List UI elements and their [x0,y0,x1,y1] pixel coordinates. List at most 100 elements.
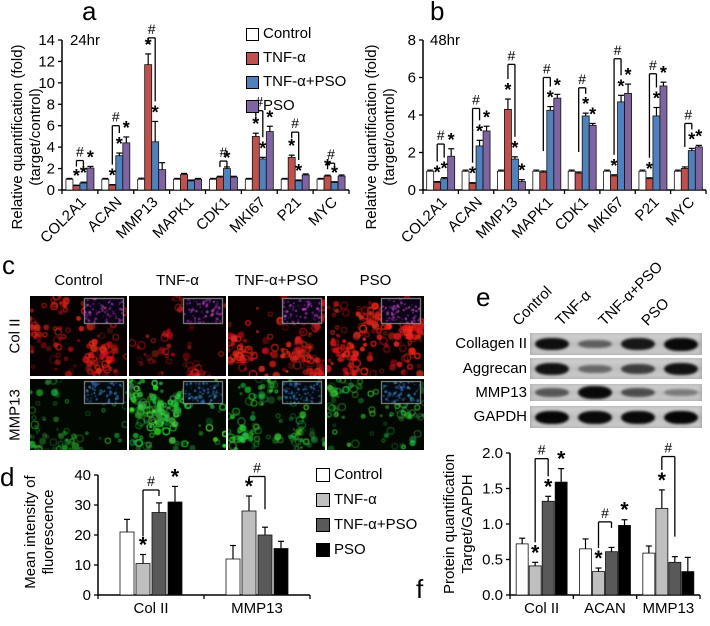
blot-band [534,338,569,350]
bar-b-1-1 [468,183,477,191]
y-tick-label: 8 [47,96,55,113]
y-tick-label: 0.5 [482,552,503,569]
y-tick-label: 1.0 [482,516,503,533]
category-label: MMP13 [231,600,283,617]
legend-swatch-icon [316,467,330,482]
bar-a-5-3 [265,131,274,191]
y-tick-label: 6 [408,70,416,87]
bar-a-6-1 [287,156,296,191]
significance-hash: # [472,91,480,107]
significance-star: * [653,89,660,109]
significance-star: * [620,499,629,522]
significance-hash: # [327,146,335,162]
significance-hash: # [601,505,609,521]
blot-band [620,410,655,424]
significance-star: * [288,136,295,156]
significance-hash: # [220,144,228,160]
bar-a-5-2 [258,158,267,191]
bar-a-3-0 [173,178,181,191]
significance-star: * [557,448,566,471]
bar-a-2-3 [158,169,167,191]
bar-a-2-0 [137,178,146,191]
legend-swatch-icon [246,75,259,89]
bar-b-7-2 [687,150,696,191]
blot-row-label: Aggrecan [462,359,527,377]
panel-a-chart: 0 2 4 6 8 10 12 14 COL2A1 ACAN MMP13 MAPK1 CDK1 MKI67… [0,0,355,255]
bar-b-7-1 [680,168,689,191]
significance-hash: # [291,115,299,131]
bar-d-1-2 [257,534,273,596]
bar-b-5-0 [603,170,611,191]
bar-b-0-1 [433,182,442,191]
significance-star: * [531,541,540,564]
bar-b-5-2 [617,101,625,191]
significance-star: * [544,475,553,498]
micrograph-colii-3 [327,296,424,376]
bar-b-2-0 [497,170,505,191]
panel-e-label: e [476,282,491,312]
bar-b-1-3 [482,130,491,191]
legend-item: PSO [246,94,346,118]
y-tick-label: 2 [47,161,55,178]
panel-f-chart: 0.0 0.5 1.0 1.5 2.0 Col II ACAN MMP13 * * * * * * # # # [440,440,710,626]
blot-band [663,389,698,396]
legend-item: TNF-α+PSO [316,512,417,537]
significance-hash: # [614,42,622,58]
panel-d-chart: 0 10 20 30 40 Col II MMP13 * * * # # [0,440,440,626]
panel-e-condition-label: PSO [638,294,673,330]
bar-b-4-1 [574,172,583,191]
legend-label: TNF-α [334,490,377,508]
category-label: Col II [524,600,559,617]
bar-f-0-0 [515,543,529,596]
legend-swatch-icon [246,99,259,113]
bar-a-1-1 [108,184,117,191]
significance-star: * [504,80,511,100]
panel-b-chart: 0 2 4 6 8 COL2A1 ACAN MMP13 MAPK1 CDK1 MKI67 P21 MYC… [355,0,710,255]
bar-f-0-1 [528,565,542,596]
panel-a-chart-svg: 02468101214COL2A1ACANMMP13MAPK1CDK1MKI67… [37,21,350,247]
significance-star: * [476,121,483,141]
category-label: MMP13 [642,600,694,617]
significance-hash: # [508,47,516,63]
significance-star: * [511,138,518,158]
bar-a-1-3 [122,142,131,191]
bar-a-3-2 [187,180,195,191]
panel-d-label: d [0,462,15,492]
bar-f-2-0 [642,552,656,596]
significance-star: * [171,465,180,488]
significance-star: * [80,163,87,183]
bar-b-0-3 [447,155,456,191]
legend-item: TNF-α [316,487,417,512]
bar-d-0-3 [167,501,183,596]
legend-item: Control [246,22,346,46]
y-tick-label: 40 [74,467,91,484]
panel-a-label: a [82,0,97,26]
y-tick-label: 12 [38,53,55,70]
significance-hash: # [649,57,657,73]
bar-b-2-3 [518,181,526,191]
bar-b-4-3 [588,124,597,191]
panel-c-row-label: Col II [6,318,24,354]
y-tick-label: 0.0 [482,587,503,604]
bar-a-7-2 [330,182,339,191]
significance-star: * [594,547,603,570]
legend-label: PSO [334,540,366,558]
y-tick-label: 8 [408,32,416,49]
blot-row-label: GAPDH [473,408,527,425]
significance-star: * [469,164,476,184]
blot-band [577,340,612,348]
micrograph-canvas [129,379,226,450]
panel-f-label: f [416,574,424,604]
significance-hash: # [148,21,156,37]
blot-band [577,410,612,424]
legend-label: Control [334,465,383,483]
bar-a-4-3 [230,176,238,191]
blot-row-label: Collagen II [455,335,527,352]
blot-band [534,410,569,424]
significance-star: * [518,161,525,181]
significance-star: * [589,104,596,124]
bar-f-1-2 [605,551,618,596]
